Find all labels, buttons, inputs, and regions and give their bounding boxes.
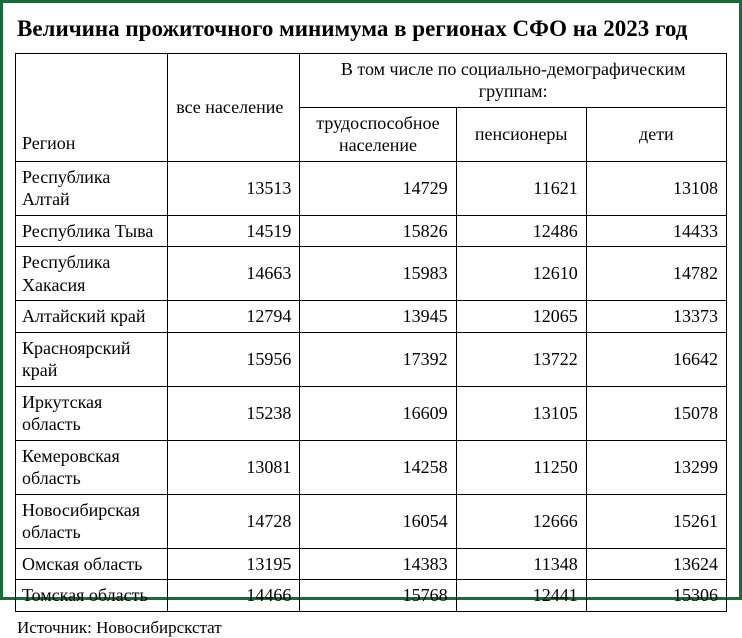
cell-region: Республика Тыва (16, 215, 168, 247)
cell-pensioners: 11250 (456, 440, 586, 494)
cell-region: Республика Хакасия (16, 247, 168, 301)
cell-region: Кемеровская область (16, 440, 168, 494)
cell-working: 13945 (300, 301, 456, 333)
cell-children: 13108 (586, 161, 726, 215)
cell-pensioners: 11348 (456, 548, 586, 580)
cell-all: 15238 (168, 386, 300, 440)
cell-all: 14519 (168, 215, 300, 247)
cell-region: Алтайский край (16, 301, 168, 333)
table-row: Республика Хакасия14663159831261014782 (16, 247, 727, 301)
cell-all: 14728 (168, 494, 300, 548)
cell-children: 14782 (586, 247, 726, 301)
table-header: Регион все население В том числе по соци… (16, 53, 727, 161)
cell-region: Красноярский край (16, 332, 168, 386)
table-row: Омская область13195143831134813624 (16, 548, 727, 580)
cell-children: 13373 (586, 301, 726, 333)
cell-region: Омская область (16, 548, 168, 580)
cell-pensioners: 11621 (456, 161, 586, 215)
cell-pensioners: 12065 (456, 301, 586, 333)
cell-children: 15078 (586, 386, 726, 440)
cell-working: 17392 (300, 332, 456, 386)
cell-all: 15956 (168, 332, 300, 386)
table-row: Новосибирская область1472816054126661526… (16, 494, 727, 548)
cell-all: 13513 (168, 161, 300, 215)
cell-children: 13299 (586, 440, 726, 494)
table-row: Томская область14466157681244115306 (16, 580, 727, 612)
cell-children: 15261 (586, 494, 726, 548)
source-line: Источник: Новосибирскстат (15, 618, 727, 638)
data-table: Регион все население В том числе по соци… (15, 53, 727, 612)
cell-region: Новосибирская область (16, 494, 168, 548)
table-row: Красноярский край15956173921372216642 (16, 332, 727, 386)
cell-working: 14258 (300, 440, 456, 494)
outer-frame: Величина прожиточного минимума в региона… (0, 0, 742, 600)
cell-all: 14663 (168, 247, 300, 301)
table-row: Кемеровская область13081142581125013299 (16, 440, 727, 494)
table-body: Республика Алтай13513147291162113108Респ… (16, 161, 727, 611)
cell-working: 15983 (300, 247, 456, 301)
cell-all: 13081 (168, 440, 300, 494)
cell-pensioners: 12486 (456, 215, 586, 247)
table-row: Республика Тыва14519158261248614433 (16, 215, 727, 247)
cell-working: 16609 (300, 386, 456, 440)
cell-children: 15306 (586, 580, 726, 612)
cell-children: 13624 (586, 548, 726, 580)
cell-children: 14433 (586, 215, 726, 247)
cell-all: 12794 (168, 301, 300, 333)
page-title: Величина прожиточного минимума в региона… (17, 15, 727, 43)
cell-children: 16642 (586, 332, 726, 386)
cell-pensioners: 12666 (456, 494, 586, 548)
header-region: Регион (16, 53, 168, 161)
cell-region: Республика Алтай (16, 161, 168, 215)
header-all-population: все население (168, 53, 300, 161)
header-children: дети (586, 107, 726, 161)
table-row: Иркутская область15238166091310515078 (16, 386, 727, 440)
cell-working: 16054 (300, 494, 456, 548)
cell-pensioners: 12441 (456, 580, 586, 612)
table-row: Алтайский край12794139451206513373 (16, 301, 727, 333)
cell-region: Томская область (16, 580, 168, 612)
cell-all: 14466 (168, 580, 300, 612)
header-group-span: В том числе по социально-демографическим… (300, 53, 727, 107)
cell-working: 14729 (300, 161, 456, 215)
cell-pensioners: 13105 (456, 386, 586, 440)
cell-all: 13195 (168, 548, 300, 580)
cell-pensioners: 13722 (456, 332, 586, 386)
cell-working: 15768 (300, 580, 456, 612)
cell-region: Иркутская область (16, 386, 168, 440)
cell-pensioners: 12610 (456, 247, 586, 301)
cell-working: 15826 (300, 215, 456, 247)
header-pensioners: пенсионеры (456, 107, 586, 161)
header-working: трудоспособное население (300, 107, 456, 161)
cell-working: 14383 (300, 548, 456, 580)
table-row: Республика Алтай13513147291162113108 (16, 161, 727, 215)
